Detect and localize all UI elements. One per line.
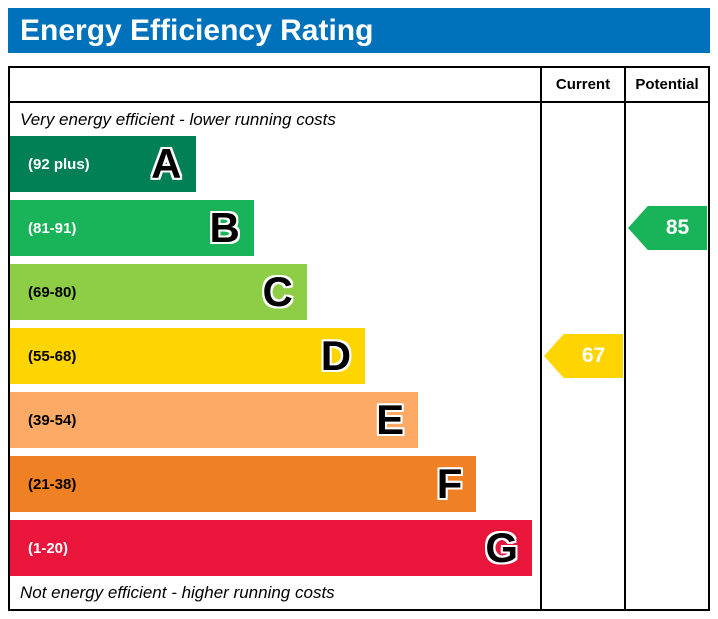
band-e: (39-54) E <box>10 392 419 448</box>
band-b: (81-91) B <box>10 200 254 256</box>
bands-list: (92 plus) A (81-91) B (69-80) C (55-68) … <box>10 136 540 576</box>
band-range-label: (69-80) <box>28 283 77 301</box>
current-rating-value: 67 <box>581 344 606 367</box>
title-bar: Energy Efficiency Rating <box>8 8 710 53</box>
band-range-label: (55-68) <box>28 347 77 365</box>
band-f: (21-38) F <box>10 456 477 512</box>
current-column-header: Current <box>540 68 624 101</box>
band-range-label: (39-54) <box>28 411 77 429</box>
band-letter: B <box>209 204 240 251</box>
band-letter: A <box>151 140 182 187</box>
band-d: (55-68) D <box>10 328 366 384</box>
band-a: (92 plus) A <box>10 136 196 192</box>
band-g: (1-20) G <box>10 520 533 576</box>
potential-arrow: 85 <box>628 206 707 250</box>
potential-column-header: Potential <box>624 68 708 101</box>
band-range-label: (92 plus) <box>28 155 90 173</box>
band-range-label: (21-38) <box>28 475 77 493</box>
band-c: (69-80) C <box>10 264 307 320</box>
potential-rating-value: 85 <box>665 216 690 239</box>
band-letter: C <box>262 268 293 315</box>
bottom-note: Not energy efficient - higher running co… <box>20 582 335 602</box>
energy-efficiency-chart: Current Potential Very energy efficient … <box>8 66 710 611</box>
chart-body: Very energy efficient - lower running co… <box>10 103 708 609</box>
chart-header-row: Current Potential <box>10 68 708 103</box>
header-spacer <box>10 68 540 101</box>
bands-area: Very energy efficient - lower running co… <box>10 103 540 609</box>
band-range-label: (81-91) <box>28 219 77 237</box>
current-arrow: 67 <box>544 334 623 378</box>
page-title: Energy Efficiency Rating <box>20 13 374 47</box>
band-letter: E <box>376 396 405 443</box>
band-letter: G <box>485 524 519 571</box>
top-note: Very energy efficient - lower running co… <box>20 109 336 129</box>
band-range-label: (1-20) <box>28 539 69 557</box>
current-column: 67 <box>540 103 624 609</box>
band-letter: F <box>436 460 463 507</box>
band-letter: D <box>320 332 352 379</box>
potential-column: 85 <box>624 103 708 609</box>
